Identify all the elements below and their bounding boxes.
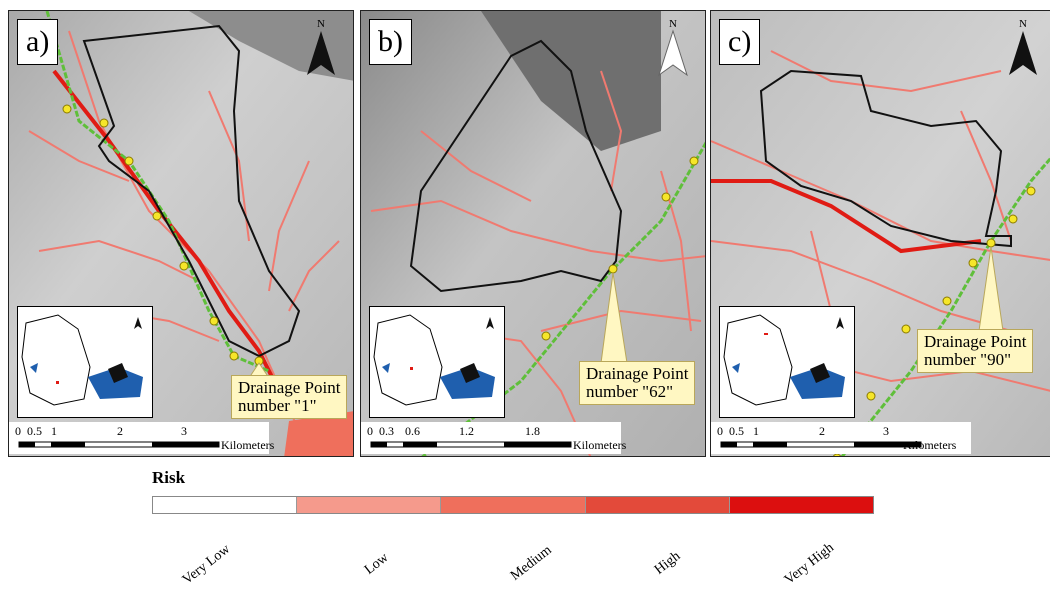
scale-bar: 0 0.5 1 2 3 Kilometers — [711, 422, 971, 454]
locator-inset — [369, 306, 505, 418]
legend-swatch-low — [297, 497, 442, 513]
drainage-points — [832, 186, 1036, 456]
scale-tick: 0.6 — [405, 424, 420, 438]
legend-label-high: High — [652, 548, 684, 578]
basin-outline — [409, 39, 623, 293]
drainage-point-callout: Drainage Point number "1" — [231, 375, 348, 419]
locator-inset — [17, 306, 153, 418]
panel-label: c) — [719, 19, 761, 65]
map-panel-b: b) N 0 0.3 0.6 1.2 1.8 Kilometers Draina… — [360, 10, 706, 457]
svg-text:N: N — [669, 18, 677, 30]
callout-pointer — [978, 246, 1004, 332]
drainage-point-callout: Drainage Point number "62" — [579, 361, 696, 405]
north-arrow-icon: N — [658, 18, 688, 77]
scale-tick: 0.5 — [729, 424, 744, 438]
legend-label-low: Low — [362, 550, 392, 578]
scale-tick: 0.5 — [27, 424, 42, 438]
basin-outline — [82, 24, 301, 358]
legend-label-very-high: Very High — [782, 540, 837, 588]
svg-text:N: N — [317, 18, 325, 30]
scale-unit: Kilometers — [221, 438, 275, 452]
inset-map — [373, 314, 495, 406]
locator-inset — [719, 306, 855, 418]
inset-map — [21, 314, 143, 406]
scale-unit: Kilometers — [903, 438, 957, 452]
panel-label: b) — [369, 19, 412, 65]
scale-tick: 2 — [819, 424, 825, 438]
panel-label: a) — [17, 19, 59, 65]
north-arrow-icon: N — [307, 18, 335, 75]
drainage-points — [62, 104, 264, 366]
scale-tick: 0 — [717, 424, 723, 438]
road-line — [840, 156, 1050, 456]
scale-tick: 1 — [753, 424, 759, 438]
legend-label-very-low: Very Low — [180, 541, 234, 588]
scale-bar: 0 0.3 0.6 1.2 1.8 Kilometers — [361, 422, 626, 454]
map-panel-a: a) N 0 0.5 1 2 3 Kilometers Drainage Poi… — [8, 10, 354, 457]
drainage-points — [541, 156, 699, 341]
scale-tick: 1.2 — [459, 424, 474, 438]
scale-tick: 1 — [51, 424, 57, 438]
inset-map — [723, 314, 845, 406]
scale-tick: 3 — [181, 424, 187, 438]
scale-tick: 0 — [367, 424, 373, 438]
map-panel-c: c) N 0 0.5 1 2 3 Kilometers Drainage Poi… — [710, 10, 1050, 457]
risk-legend-bar — [152, 496, 874, 514]
scale-tick: 0 — [15, 424, 21, 438]
legend-swatch-very-low — [153, 497, 298, 513]
legend-title: Risk — [152, 468, 186, 487]
legend-swatch-very-high — [729, 497, 874, 513]
main-river — [711, 179, 982, 254]
legend-swatch-medium — [441, 497, 586, 513]
scale-tick: 1.8 — [525, 424, 540, 438]
flood-area — [284, 411, 353, 456]
basin-outline — [759, 69, 1012, 248]
drainage-point-callout: Drainage Point number "90" — [917, 329, 1034, 373]
scale-unit: Kilometers — [573, 438, 627, 452]
legend-label-medium: Medium — [508, 542, 555, 584]
scale-tick: 0.3 — [379, 424, 394, 438]
scale-bar: 0 0.5 1 2 3 Kilometers — [9, 422, 274, 454]
scale-tick: 3 — [883, 424, 889, 438]
scale-tick: 2 — [117, 424, 123, 438]
legend-swatch-high — [585, 497, 730, 513]
north-arrow-icon: N — [1009, 18, 1037, 75]
svg-text:N: N — [1019, 18, 1027, 30]
main-river — [52, 69, 281, 392]
